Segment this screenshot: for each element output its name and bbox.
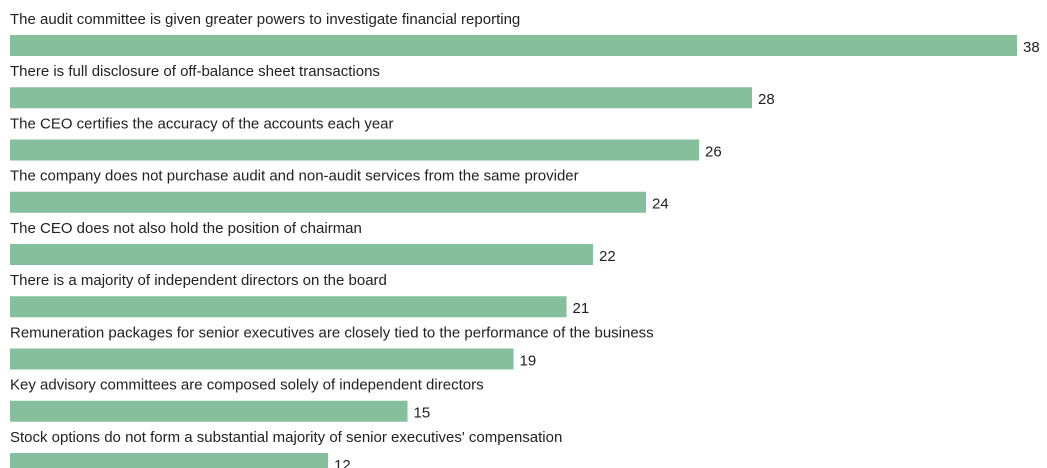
value-label: 12 <box>334 457 351 468</box>
bar <box>10 244 593 265</box>
bar <box>10 453 328 468</box>
category-label: Key advisory committees are composed sol… <box>10 377 484 394</box>
category-label: The CEO certifies the accuracy of the ac… <box>10 115 394 132</box>
value-label: 24 <box>652 196 669 213</box>
category-label: The company does not purchase audit and … <box>10 168 579 185</box>
bar <box>10 87 752 109</box>
category-label: There is full disclosure of off-balance … <box>10 63 380 80</box>
bar <box>10 400 408 422</box>
value-label: 22 <box>599 248 616 265</box>
category-label: Stock options do not form a substantial … <box>10 429 562 446</box>
value-label: 21 <box>573 300 590 317</box>
bar <box>10 348 514 370</box>
category-label: Remuneration packages for senior executi… <box>10 324 654 341</box>
value-label: 28 <box>758 91 775 108</box>
value-label: 19 <box>520 352 537 369</box>
bar <box>10 191 646 213</box>
bar <box>10 35 1017 56</box>
value-label: 26 <box>705 143 722 160</box>
value-label: 15 <box>414 405 431 422</box>
category-label: The CEO does not also hold the position … <box>10 220 362 237</box>
bar <box>10 296 567 318</box>
category-label: The audit committee is given greater pow… <box>10 11 520 28</box>
value-label: 38 <box>1023 39 1040 56</box>
bar <box>10 139 699 161</box>
category-label: There is a majority of independent direc… <box>10 272 387 289</box>
